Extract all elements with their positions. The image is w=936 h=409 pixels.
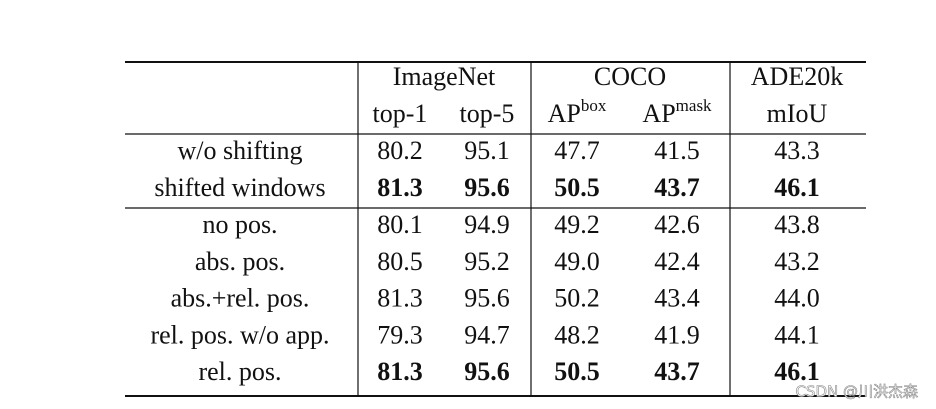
column-header: top-1 (373, 99, 428, 128)
column-header: mIoU (767, 99, 828, 128)
cell: 95.2 (464, 247, 510, 276)
group-header: COCO (594, 62, 666, 91)
cell: 80.2 (377, 136, 423, 165)
header-text: AP (642, 99, 675, 128)
row-label: shifted windows (154, 173, 325, 202)
cell: 46.1 (774, 357, 820, 386)
cell: 41.9 (654, 320, 700, 349)
row-label: w/o shifting (178, 136, 303, 165)
cell: 79.3 (377, 320, 423, 349)
cell: 48.2 (554, 320, 600, 349)
cell: 95.1 (464, 136, 510, 165)
column-header: top-5 (460, 99, 515, 128)
cell: 43.3 (774, 136, 820, 165)
group-header: ADE20k (751, 62, 843, 91)
cell: 81.3 (377, 357, 423, 386)
header-sup: box (581, 96, 607, 115)
cell: 50.5 (554, 173, 600, 202)
cell: 95.6 (464, 284, 510, 313)
cell: 94.9 (464, 210, 510, 239)
group-header: ImageNet (393, 62, 496, 91)
cell: 95.6 (464, 357, 510, 386)
cell: 81.3 (377, 284, 423, 313)
cell: 41.5 (654, 136, 700, 165)
cell: 50.5 (554, 357, 600, 386)
cell: 44.1 (774, 320, 820, 349)
column-header: APbox (548, 96, 607, 128)
row-label: no pos. (202, 210, 277, 239)
cell: 42.6 (654, 210, 700, 239)
cell: 43.7 (654, 173, 700, 202)
watermark: CSDN @川洪杰森 (795, 383, 918, 401)
header-text: top-1 (373, 99, 428, 128)
row-label: rel. pos. w/o app. (150, 320, 329, 349)
header-text: mIoU (767, 99, 828, 128)
cell: 43.4 (654, 284, 700, 313)
header-sup: mask (676, 96, 712, 115)
cell: 81.3 (377, 173, 423, 202)
cell: 49.2 (554, 210, 600, 239)
cell: 43.8 (774, 210, 820, 239)
cell: 43.7 (654, 357, 700, 386)
header-text: AP (548, 99, 581, 128)
header-text: top-5 (460, 99, 515, 128)
cell: 42.4 (654, 247, 700, 276)
cell: 50.2 (554, 284, 600, 313)
cell: 80.1 (377, 210, 423, 239)
row-label: rel. pos. (198, 357, 281, 386)
row-label: abs.+rel. pos. (171, 284, 310, 313)
cell: 47.7 (554, 136, 600, 165)
cell: 80.5 (377, 247, 423, 276)
row-label: abs. pos. (195, 247, 285, 276)
cell: 49.0 (554, 247, 600, 276)
cell: 46.1 (774, 173, 820, 202)
cell: 44.0 (774, 284, 820, 313)
cell: 94.7 (464, 320, 510, 349)
column-header: APmask (642, 96, 712, 128)
cell: 43.2 (774, 247, 820, 276)
cell: 95.6 (464, 173, 510, 202)
